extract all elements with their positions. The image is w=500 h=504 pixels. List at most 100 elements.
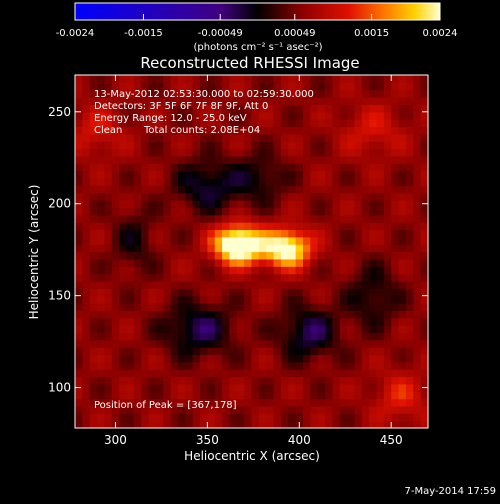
heatmap-cell xyxy=(266,97,275,106)
heatmap-cell xyxy=(244,251,253,260)
heatmap-cell xyxy=(317,177,326,186)
heatmap-cell xyxy=(302,420,311,429)
heatmap-cell xyxy=(258,111,267,120)
heatmap-cell xyxy=(141,126,150,135)
heatmap-cell xyxy=(155,119,164,128)
heatmap-cell xyxy=(280,376,289,385)
heatmap-cell xyxy=(317,361,326,370)
heatmap-cell xyxy=(302,185,311,194)
heatmap-cell xyxy=(111,155,120,164)
heatmap-cell xyxy=(302,229,311,238)
heatmap-cell xyxy=(89,97,98,106)
heatmap-cell xyxy=(119,310,128,319)
heatmap-cell xyxy=(163,405,172,414)
heatmap-cell xyxy=(229,413,238,422)
heatmap-cell xyxy=(339,310,348,319)
heatmap-cell xyxy=(332,222,341,231)
heatmap-cell xyxy=(266,339,275,348)
heatmap-cell xyxy=(347,413,356,422)
heatmap-cell xyxy=(170,97,179,106)
heatmap-cell xyxy=(280,369,289,378)
heatmap-cell xyxy=(369,302,378,311)
heatmap-cell xyxy=(258,361,267,370)
heatmap-cell xyxy=(288,214,297,223)
heatmap-cell xyxy=(155,266,164,275)
heatmap-cell xyxy=(163,207,172,216)
heatmap-cell xyxy=(339,266,348,275)
heatmap-cell xyxy=(214,119,223,128)
heatmap-cell xyxy=(376,295,385,304)
heatmap-cell xyxy=(133,119,142,128)
heatmap-cell xyxy=(155,280,164,289)
heatmap-cell xyxy=(119,177,128,186)
heatmap-cell xyxy=(251,266,260,275)
heatmap-cell xyxy=(192,413,201,422)
heatmap-cell xyxy=(398,82,407,91)
heatmap-cell xyxy=(244,391,253,400)
heatmap-cell xyxy=(347,104,356,113)
heatmap-cell xyxy=(141,258,150,267)
heatmap-cell xyxy=(369,398,378,407)
heatmap-cell xyxy=(126,170,135,179)
heatmap-cell xyxy=(229,97,238,106)
heatmap-cell xyxy=(383,288,392,297)
heatmap-cell xyxy=(413,317,422,326)
heatmap-cell xyxy=(332,82,341,91)
heatmap-cell xyxy=(222,288,231,297)
heatmap-cell xyxy=(413,413,422,422)
heatmap-cell xyxy=(391,163,400,172)
heatmap-cell xyxy=(273,405,282,414)
heatmap-cell xyxy=(391,236,400,245)
heatmap-cell xyxy=(376,97,385,106)
heatmap-cell xyxy=(398,214,407,223)
heatmap-cell xyxy=(273,244,282,253)
heatmap-cell xyxy=(236,413,245,422)
heatmap-cell xyxy=(97,398,106,407)
heatmap-cell xyxy=(420,405,429,414)
heatmap-cell xyxy=(89,405,98,414)
heatmap-cell xyxy=(325,354,333,363)
heatmap-cell xyxy=(258,97,267,106)
heatmap-cell xyxy=(133,207,142,216)
heatmap-cell xyxy=(214,413,223,422)
heatmap-cell xyxy=(192,236,201,245)
heatmap-cell xyxy=(133,405,142,414)
heatmap-cell xyxy=(207,222,216,231)
heatmap-cell xyxy=(354,207,363,216)
heatmap-cell xyxy=(413,163,422,172)
heatmap-cell xyxy=(332,170,341,179)
heatmap-cell xyxy=(148,332,157,341)
colorbar: -0.0024 -0.0015 -0.00049 0.00049 0.0015 0.002… xyxy=(56,2,458,53)
heatmap-cell xyxy=(369,310,378,319)
heatmap-cell xyxy=(75,280,83,289)
heatmap-cell xyxy=(420,155,429,164)
heatmap-cell xyxy=(325,310,333,319)
heatmap-cell xyxy=(214,97,223,106)
heatmap-cell xyxy=(236,141,245,150)
heatmap-cell xyxy=(236,119,245,128)
heatmap-cell xyxy=(155,317,164,326)
heatmap-cell xyxy=(266,398,275,407)
heatmap-cell xyxy=(266,347,275,356)
heatmap-cell xyxy=(89,266,98,275)
heatmap-cell xyxy=(347,148,356,157)
heatmap-cell xyxy=(97,339,106,348)
heatmap-cell xyxy=(288,405,297,414)
heatmap-cell xyxy=(361,200,370,208)
heatmap-cell xyxy=(170,258,179,267)
heatmap-cell xyxy=(391,89,400,98)
heatmap-cell xyxy=(104,369,113,378)
heatmap-cell xyxy=(111,258,120,267)
heatmap-cell xyxy=(133,280,142,289)
heatmap-cell xyxy=(251,361,260,370)
heatmap-cell xyxy=(148,119,157,128)
heatmap-cell xyxy=(405,332,414,341)
heatmap-cell xyxy=(119,133,128,142)
heatmap-cell xyxy=(266,273,275,282)
heatmap-cell xyxy=(126,236,135,245)
heatmap-cell xyxy=(413,89,422,98)
heatmap-cell xyxy=(222,133,231,142)
heatmap-cell xyxy=(236,155,245,164)
heatmap-cell xyxy=(214,126,223,135)
heatmap-cell xyxy=(244,273,253,282)
